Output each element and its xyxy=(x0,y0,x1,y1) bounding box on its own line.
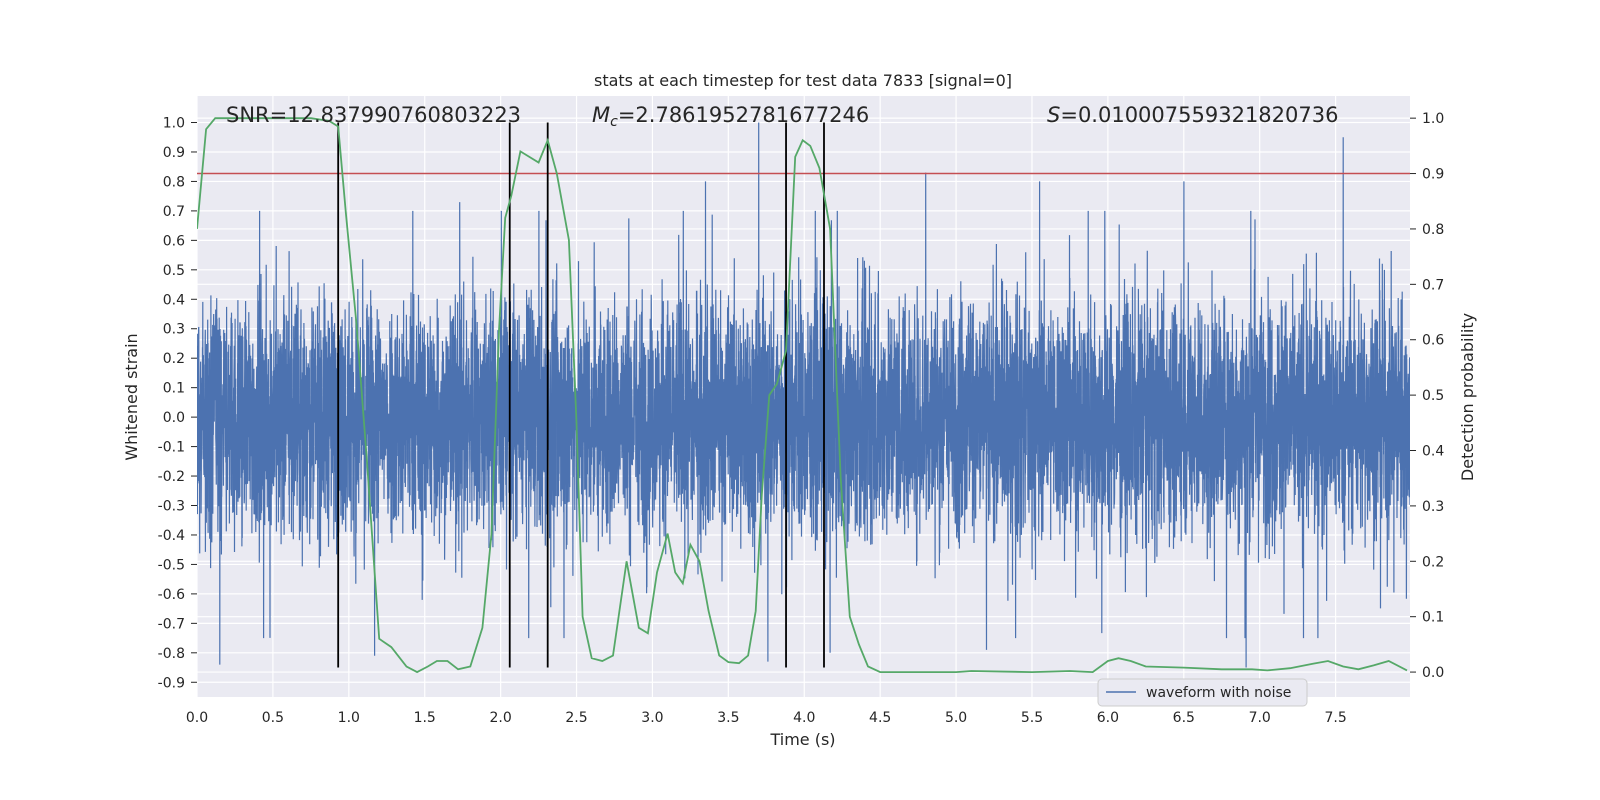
chirp-mass-annotation: Mc=2.7861952781677246 xyxy=(592,103,869,130)
y-tick-label: -0.6 xyxy=(158,587,185,603)
x-tick-label: 2.5 xyxy=(565,710,587,726)
legend: waveform with noise xyxy=(1097,678,1308,707)
y-tick-label: -0.5 xyxy=(158,557,185,573)
x-tick-label: 7.5 xyxy=(1324,710,1346,726)
x-axis-label: Time (s) xyxy=(769,730,835,749)
y2-tick-label: 0.4 xyxy=(1422,444,1444,460)
x-tick-label: 0.5 xyxy=(262,710,284,726)
y2-tick-label: 1.0 xyxy=(1422,111,1444,127)
legend-label-waveform: waveform with noise xyxy=(1146,685,1291,701)
y2-tick-label: 0.5 xyxy=(1422,388,1444,404)
y-tick-label: 1.0 xyxy=(163,116,185,132)
x-axis-ticks: 0.0 0.5 1.0 1.5 2.0 2.5 3.0 3.5 4.0 4.5 5.0 5.5 6.0 6… xyxy=(186,710,1347,726)
y2-tick-label: 0.7 xyxy=(1422,277,1444,293)
s-annotation: S=0.010007559321820736 xyxy=(1047,103,1338,127)
plot-series xyxy=(197,117,1410,674)
s-symbol: S xyxy=(1047,103,1060,127)
x-tick-label: 5.0 xyxy=(945,710,967,726)
x-tick-label: 4.5 xyxy=(869,710,891,726)
chirp-mass-value: =2.7861952781677246 xyxy=(618,103,869,127)
y-tick-label: 0.2 xyxy=(163,351,185,367)
y-tick-label: -0.1 xyxy=(158,440,185,456)
y-tick-label: 0.6 xyxy=(163,233,185,249)
y-tick-label: 0.9 xyxy=(163,145,185,161)
y-tick-label: 0.1 xyxy=(163,381,185,397)
y-tick-label: -0.2 xyxy=(158,469,185,485)
y-tick-label: 0.4 xyxy=(163,292,185,308)
x-tick-label: 0.0 xyxy=(186,710,208,726)
x-tick-label: 2.0 xyxy=(489,710,511,726)
series-waveform-line xyxy=(197,122,1410,668)
chart-title: stats at each timestep for test data 783… xyxy=(594,71,1012,90)
s-value: =0.010007559321820736 xyxy=(1060,103,1338,127)
y2-tick-label: 0.9 xyxy=(1422,167,1444,183)
y2-tick-label: 0.3 xyxy=(1422,499,1444,515)
y-tick-label: 0.7 xyxy=(163,204,185,220)
x-tick-label: 1.5 xyxy=(414,710,436,726)
y2-tick-label: 0.8 xyxy=(1422,222,1444,238)
y2-tick-label: 0.0 xyxy=(1422,665,1444,681)
x-tick-label: 3.0 xyxy=(641,710,663,726)
chirp-mass-symbol: M xyxy=(592,103,610,127)
y-tick-label: -0.9 xyxy=(158,675,185,691)
x-tick-label: 4.0 xyxy=(793,710,815,726)
x-tick-label: 7.0 xyxy=(1249,710,1271,726)
snr-annotation: SNR=12.837990760803223 xyxy=(226,103,521,127)
x-tick-label: 1.0 xyxy=(338,710,360,726)
x-tick-label: 6.0 xyxy=(1097,710,1119,726)
chirp-mass-subscript: c xyxy=(610,114,618,130)
y-axis-ticks: -0.9 -0.8 -0.7 -0.6 -0.5 -0.4 -0.3 -0.2 -0.1 0.0 0… xyxy=(158,116,197,691)
y2-tick-label: 0.2 xyxy=(1422,554,1444,570)
y-tick-label: 0.5 xyxy=(163,263,185,279)
legend-box xyxy=(1097,678,1308,707)
y2-axis-label: Detection probability xyxy=(1458,313,1477,481)
x-tick-label: 3.5 xyxy=(717,710,739,726)
y-tick-label: -0.3 xyxy=(158,499,185,515)
x-tick-label: 5.5 xyxy=(1021,710,1043,726)
y-tick-label: 0.0 xyxy=(163,410,185,426)
y2-tick-label: 0.6 xyxy=(1422,333,1444,349)
y-tick-label: 0.3 xyxy=(163,322,185,338)
y-tick-label: 0.8 xyxy=(163,174,185,190)
y2-axis-ticks: 0.0 0.1 0.2 0.3 0.4 0.5 0.6 0.7 0.8 0.9 1.0 xyxy=(1410,111,1444,681)
y-axis-label: Whitened strain xyxy=(122,333,141,460)
y-tick-label: -0.7 xyxy=(158,616,185,632)
y-tick-label: -0.8 xyxy=(158,646,185,662)
y2-tick-label: 0.1 xyxy=(1422,610,1444,626)
y-tick-label: -0.4 xyxy=(158,528,185,544)
x-tick-label: 6.5 xyxy=(1173,710,1195,726)
series-probability-line xyxy=(197,117,1408,674)
